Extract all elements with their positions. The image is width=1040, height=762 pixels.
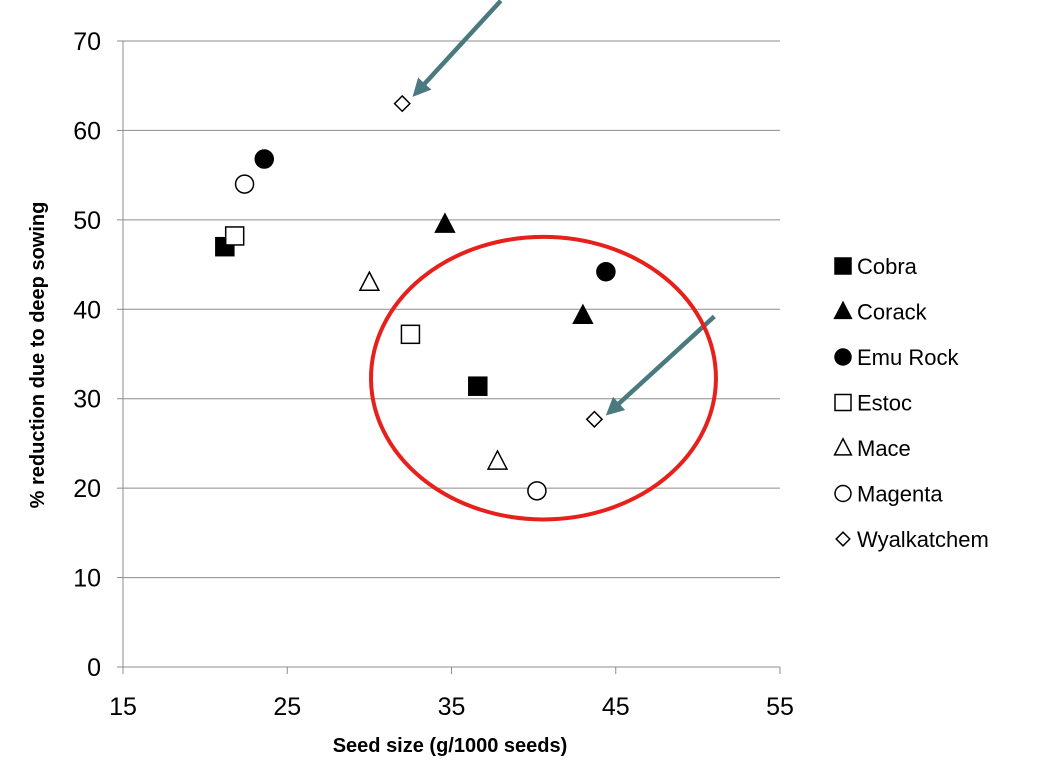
x-tick-label: 15 <box>109 693 137 721</box>
legend-label-wyalkatchem: Wyalkatchem <box>857 527 989 552</box>
y-tick-label: 20 <box>73 475 101 503</box>
y-tick-label: 10 <box>73 565 101 593</box>
x-tick-label: 45 <box>602 693 630 721</box>
point-estoc <box>400 324 421 345</box>
legend-marker-mace <box>833 437 853 456</box>
x-tick-label: 25 <box>273 693 301 721</box>
point-mace <box>358 270 381 291</box>
arrow-annotation <box>605 314 716 416</box>
point-wyalkatchem <box>585 410 604 428</box>
highlight-ellipse <box>369 234 718 522</box>
axes <box>122 41 781 674</box>
y-tick-label: 60 <box>73 117 101 145</box>
annotations <box>369 0 718 522</box>
point-corack <box>572 303 594 325</box>
legend-marker-corack <box>833 300 853 320</box>
legend-label-corack: Corack <box>857 300 928 325</box>
point-emu-rock <box>254 149 275 169</box>
x-tick-labels: 15 25 35 45 55 <box>109 693 794 721</box>
point-corack <box>434 212 456 233</box>
point-cobra <box>468 376 488 396</box>
legend: Cobra Corack Emu Rock Estoc Mace Magenta Wyalk… <box>833 254 989 552</box>
x-axis-title: Seed size (g/1000 seeds) <box>333 735 568 757</box>
arrow-annotation <box>412 0 503 97</box>
legend-marker-magenta <box>834 484 852 503</box>
legend-label-estoc: Estoc <box>857 391 912 416</box>
legend-label-emu-rock: Emu Rock <box>857 345 959 370</box>
y-axis-title: % reduction due to deep sowing <box>27 202 49 509</box>
y-tick-label: 0 <box>87 654 101 682</box>
data-points <box>215 94 616 501</box>
point-mace <box>486 449 509 470</box>
legend-marker-cobra <box>834 257 852 275</box>
point-emu-rock <box>596 261 616 282</box>
legend-label-cobra: Cobra <box>857 254 918 279</box>
legend-marker-estoc <box>834 393 852 412</box>
x-tick-label: 55 <box>766 693 794 721</box>
y-tick-label: 30 <box>73 386 101 414</box>
y-tick-label: 40 <box>73 296 101 324</box>
legend-label-mace: Mace <box>857 436 911 461</box>
point-estoc <box>224 226 245 246</box>
y-tick-label: 70 <box>73 28 101 56</box>
legend-marker-emu-rock <box>834 348 852 366</box>
point-magenta <box>234 174 255 194</box>
point-magenta <box>527 481 547 501</box>
legend-label-magenta: Magenta <box>857 482 943 507</box>
y-tick-label: 50 <box>73 207 101 235</box>
y-tick-labels: 0 10 20 30 40 50 60 70 <box>73 28 101 682</box>
legend-marker-wyalkatchem <box>835 531 851 547</box>
gridlines <box>117 40 780 668</box>
point-wyalkatchem <box>393 94 411 113</box>
x-tick-label: 35 <box>438 693 466 721</box>
